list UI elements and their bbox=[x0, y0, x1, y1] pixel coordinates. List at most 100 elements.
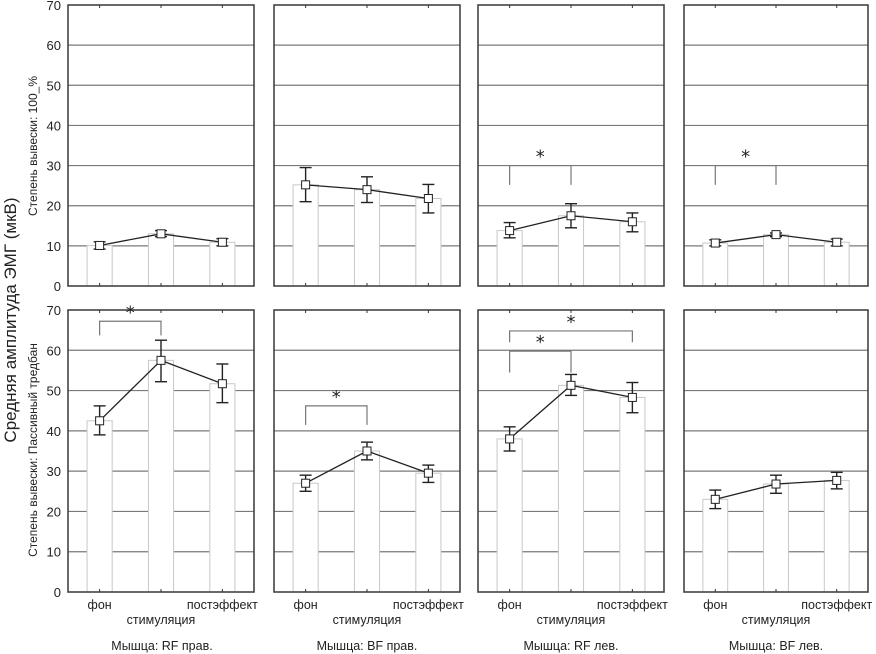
bar-постэффект bbox=[415, 472, 442, 593]
x-tick-label-fon: фон bbox=[88, 598, 112, 612]
y-tick-label: 10 bbox=[47, 239, 61, 254]
mean-marker bbox=[505, 226, 515, 236]
x-axis-label: стимуляция bbox=[537, 613, 606, 627]
panel-r0-c3: * bbox=[683, 4, 869, 287]
panel-r0-c2: * bbox=[477, 4, 665, 287]
bar-фон bbox=[86, 244, 113, 287]
main-y-axis-label: Средняя амплитуда ЭМГ (мкВ) bbox=[1, 197, 20, 442]
bar-стимуляция bbox=[147, 359, 175, 593]
x-tick-label-posteffect: постэффект bbox=[597, 598, 668, 612]
mean-marker bbox=[710, 238, 720, 248]
mean-marker bbox=[217, 237, 227, 247]
bar-стимуляция bbox=[147, 233, 175, 287]
x-tick-label-fon: фон bbox=[294, 598, 318, 612]
muscle-label-bf-left: Мышца: BF лев. bbox=[729, 639, 823, 653]
x-axis-label: стимуляция bbox=[333, 613, 402, 627]
bar-постэффект bbox=[823, 241, 850, 287]
mean-marker bbox=[95, 240, 105, 250]
row-label-treadmill: Степень вывески: Пассивный тредбан bbox=[26, 343, 40, 557]
mean-marker bbox=[832, 237, 842, 247]
significance-bracket bbox=[305, 405, 368, 425]
panel-r0-c0: 0 10 20 30 40 50 60 70 bbox=[47, 0, 255, 294]
mean-marker bbox=[362, 446, 372, 456]
labels-layer: Средняя амплитуда ЭМГ (мкВ) Степень выве… bbox=[1, 76, 823, 653]
mean-marker bbox=[566, 380, 576, 390]
mean-marker bbox=[771, 479, 781, 489]
bar-стимуляция bbox=[353, 450, 381, 593]
y-tick-label: 40 bbox=[47, 118, 61, 133]
significance-star: * bbox=[332, 387, 341, 408]
muscle-label-rf-right: Мышца: RF прав. bbox=[111, 639, 212, 653]
bar-фон bbox=[86, 420, 113, 593]
bar-постэффект bbox=[823, 479, 850, 593]
x-axis-label: стимуляция bbox=[742, 613, 811, 627]
y-tick-label: 10 bbox=[47, 545, 61, 560]
y-tick-label: 60 bbox=[47, 38, 61, 53]
mean-marker bbox=[362, 185, 372, 195]
panels-layer: 0 10 20 30 40 50 60 70 * * * 0 10 20 30 40 50 60 70 фон пост… bbox=[47, 0, 873, 627]
y-tick-label: 50 bbox=[47, 78, 61, 93]
bar-стимуляция bbox=[557, 384, 585, 593]
significance-bracket bbox=[509, 164, 572, 185]
bar-стимуляция bbox=[353, 189, 381, 287]
row-label-100: Степень вывески: 100_% bbox=[26, 76, 40, 216]
x-tick-label-posteffect: постэффект bbox=[801, 598, 872, 612]
significance-star: * bbox=[126, 302, 135, 323]
muscle-label-rf-left: Мышца: RF лев. bbox=[524, 639, 619, 653]
x-tick-label-fon: фон bbox=[703, 598, 727, 612]
mean-marker bbox=[423, 468, 433, 478]
mean-marker bbox=[95, 416, 105, 426]
muscle-label-bf-right: Мышца: BF прав. bbox=[317, 639, 418, 653]
bar-стимуляция bbox=[763, 234, 789, 287]
bar-фон bbox=[702, 242, 729, 287]
mean-marker bbox=[423, 193, 433, 203]
y-tick-label: 40 bbox=[47, 424, 61, 439]
mean-marker bbox=[156, 229, 166, 239]
x-tick-label-posteffect: постэффект bbox=[393, 598, 464, 612]
mean-marker bbox=[710, 494, 720, 504]
mean-marker bbox=[627, 392, 637, 402]
bar-фон bbox=[496, 438, 523, 593]
significance-bracket bbox=[509, 350, 572, 373]
mean-marker bbox=[832, 475, 842, 485]
significance-star: * bbox=[536, 332, 545, 353]
y-tick-label: 50 bbox=[47, 384, 61, 399]
y-tick-label: 60 bbox=[47, 343, 61, 358]
y-tick-label: 30 bbox=[47, 464, 61, 479]
y-tick-label: 70 bbox=[47, 0, 61, 13]
y-tick-label: 0 bbox=[54, 279, 61, 294]
bar-фон bbox=[292, 482, 319, 593]
mean-marker bbox=[771, 230, 781, 240]
mean-marker bbox=[217, 379, 227, 389]
panel-r0-c1 bbox=[273, 4, 461, 287]
y-tick-label: 30 bbox=[47, 159, 61, 174]
significance-star: * bbox=[536, 147, 545, 168]
mean-marker bbox=[301, 478, 311, 488]
x-axis-label: стимуляция bbox=[127, 613, 196, 627]
significance-bracket bbox=[509, 330, 633, 343]
y-tick-label: 0 bbox=[54, 585, 61, 600]
y-tick-label: 20 bbox=[47, 199, 61, 214]
significance-star: * bbox=[741, 147, 750, 168]
x-tick-label-posteffect: постэффект bbox=[187, 598, 258, 612]
significance-bracket bbox=[99, 320, 162, 336]
mean-marker bbox=[566, 211, 576, 221]
x-tick-label-fon: фон bbox=[498, 598, 522, 612]
y-tick-label: 70 bbox=[47, 303, 61, 318]
bar-стимуляция bbox=[763, 483, 789, 593]
bar-фон bbox=[702, 498, 729, 593]
bar-постэффект bbox=[209, 383, 236, 593]
significance-star: * bbox=[567, 312, 576, 333]
y-tick-label: 20 bbox=[47, 504, 61, 519]
bar-постэффект bbox=[209, 241, 236, 287]
mean-marker bbox=[627, 217, 637, 227]
bar-фон bbox=[496, 230, 523, 287]
mean-marker bbox=[505, 434, 515, 444]
significance-bracket bbox=[714, 164, 777, 185]
bar-постэффект bbox=[619, 396, 646, 593]
